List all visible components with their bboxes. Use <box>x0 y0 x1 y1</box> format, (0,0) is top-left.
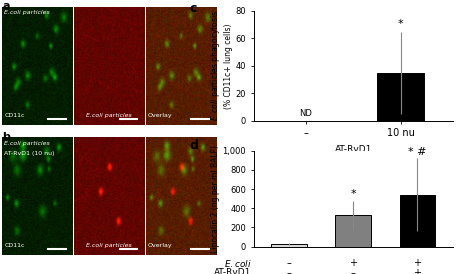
Text: $\it{E.coli}$: $\it{E.coli}$ <box>224 258 252 269</box>
Text: Overlay: Overlay <box>147 243 172 248</box>
Text: –: – <box>286 268 292 274</box>
Y-axis label: Lipocalin 2 (ng per ml BALF): Lipocalin 2 (ng per ml BALF) <box>210 145 219 253</box>
Bar <box>336 215 371 247</box>
Text: d: d <box>190 139 199 152</box>
Text: +: + <box>413 268 421 274</box>
Text: CD11c: CD11c <box>4 243 25 248</box>
Text: E.coli particles: E.coli particles <box>86 113 132 118</box>
Text: *: * <box>350 189 356 199</box>
Bar <box>271 244 307 247</box>
Text: ND: ND <box>299 109 312 118</box>
Text: b: b <box>2 132 10 141</box>
Text: CD11c: CD11c <box>4 113 25 118</box>
Bar <box>400 195 435 247</box>
Text: c: c <box>190 2 197 15</box>
Text: –: – <box>351 268 356 274</box>
Text: a: a <box>2 1 10 11</box>
Text: E.coli particles: E.coli particles <box>86 243 132 248</box>
Text: * #: * # <box>408 147 427 157</box>
Text: AT-RvD1 (10 nu): AT-RvD1 (10 nu) <box>4 151 55 156</box>
Y-axis label: $\it{E.coli}$ particles phagocytosis
(% CD11c+ lung cells): $\it{E.coli}$ particles phagocytosis (% … <box>209 10 233 121</box>
Text: *: * <box>398 19 403 29</box>
Text: Overlay: Overlay <box>147 113 172 118</box>
Text: E.coli particles: E.coli particles <box>4 10 50 15</box>
Text: E.coli particles: E.coli particles <box>4 141 50 145</box>
Bar <box>377 73 424 121</box>
Text: +: + <box>349 258 357 268</box>
Text: AT-RvD1: AT-RvD1 <box>214 268 252 274</box>
Text: –: – <box>286 258 292 268</box>
Text: AT-RvD1: AT-RvD1 <box>335 145 372 154</box>
Text: +: + <box>413 258 421 268</box>
